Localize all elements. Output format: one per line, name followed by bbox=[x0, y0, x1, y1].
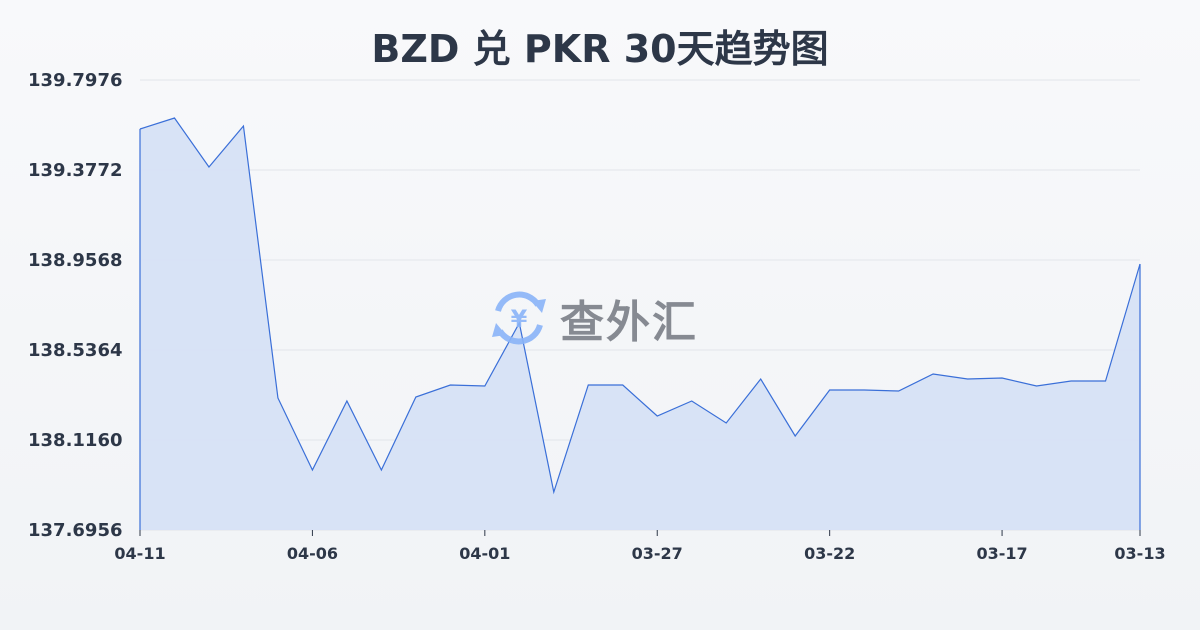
yen-exchange-icon: ¥ bbox=[492, 291, 546, 345]
y-tick-label: 138.9568 bbox=[28, 250, 123, 271]
x-tick-label: 03-17 bbox=[976, 544, 1027, 563]
svg-text:¥: ¥ bbox=[511, 305, 528, 333]
y-tick-label: 138.5364 bbox=[28, 340, 123, 361]
watermark: ¥ 查外汇 bbox=[488, 286, 698, 350]
chart-title: BZD 兑 PKR 30天趋势图 bbox=[371, 27, 829, 71]
x-tick-label: 03-13 bbox=[1114, 544, 1165, 563]
watermark-text: 查外汇 bbox=[560, 297, 698, 348]
x-tick-label: 03-22 bbox=[804, 544, 855, 563]
series-line bbox=[139, 117, 1141, 495]
y-tick-label: 137.6956 bbox=[28, 520, 123, 541]
y-tick-label: 139.3772 bbox=[28, 160, 123, 181]
area-fill bbox=[140, 117, 1140, 531]
y-tick-label: 138.1160 bbox=[28, 430, 123, 451]
x-tick-label: 04-01 bbox=[459, 544, 510, 563]
y-tick-label: 139.7976 bbox=[28, 70, 123, 91]
x-tick-label: 03-27 bbox=[632, 544, 683, 563]
x-tick-label: 04-06 bbox=[287, 544, 338, 563]
x-tick-label: 04-11 bbox=[114, 544, 165, 563]
